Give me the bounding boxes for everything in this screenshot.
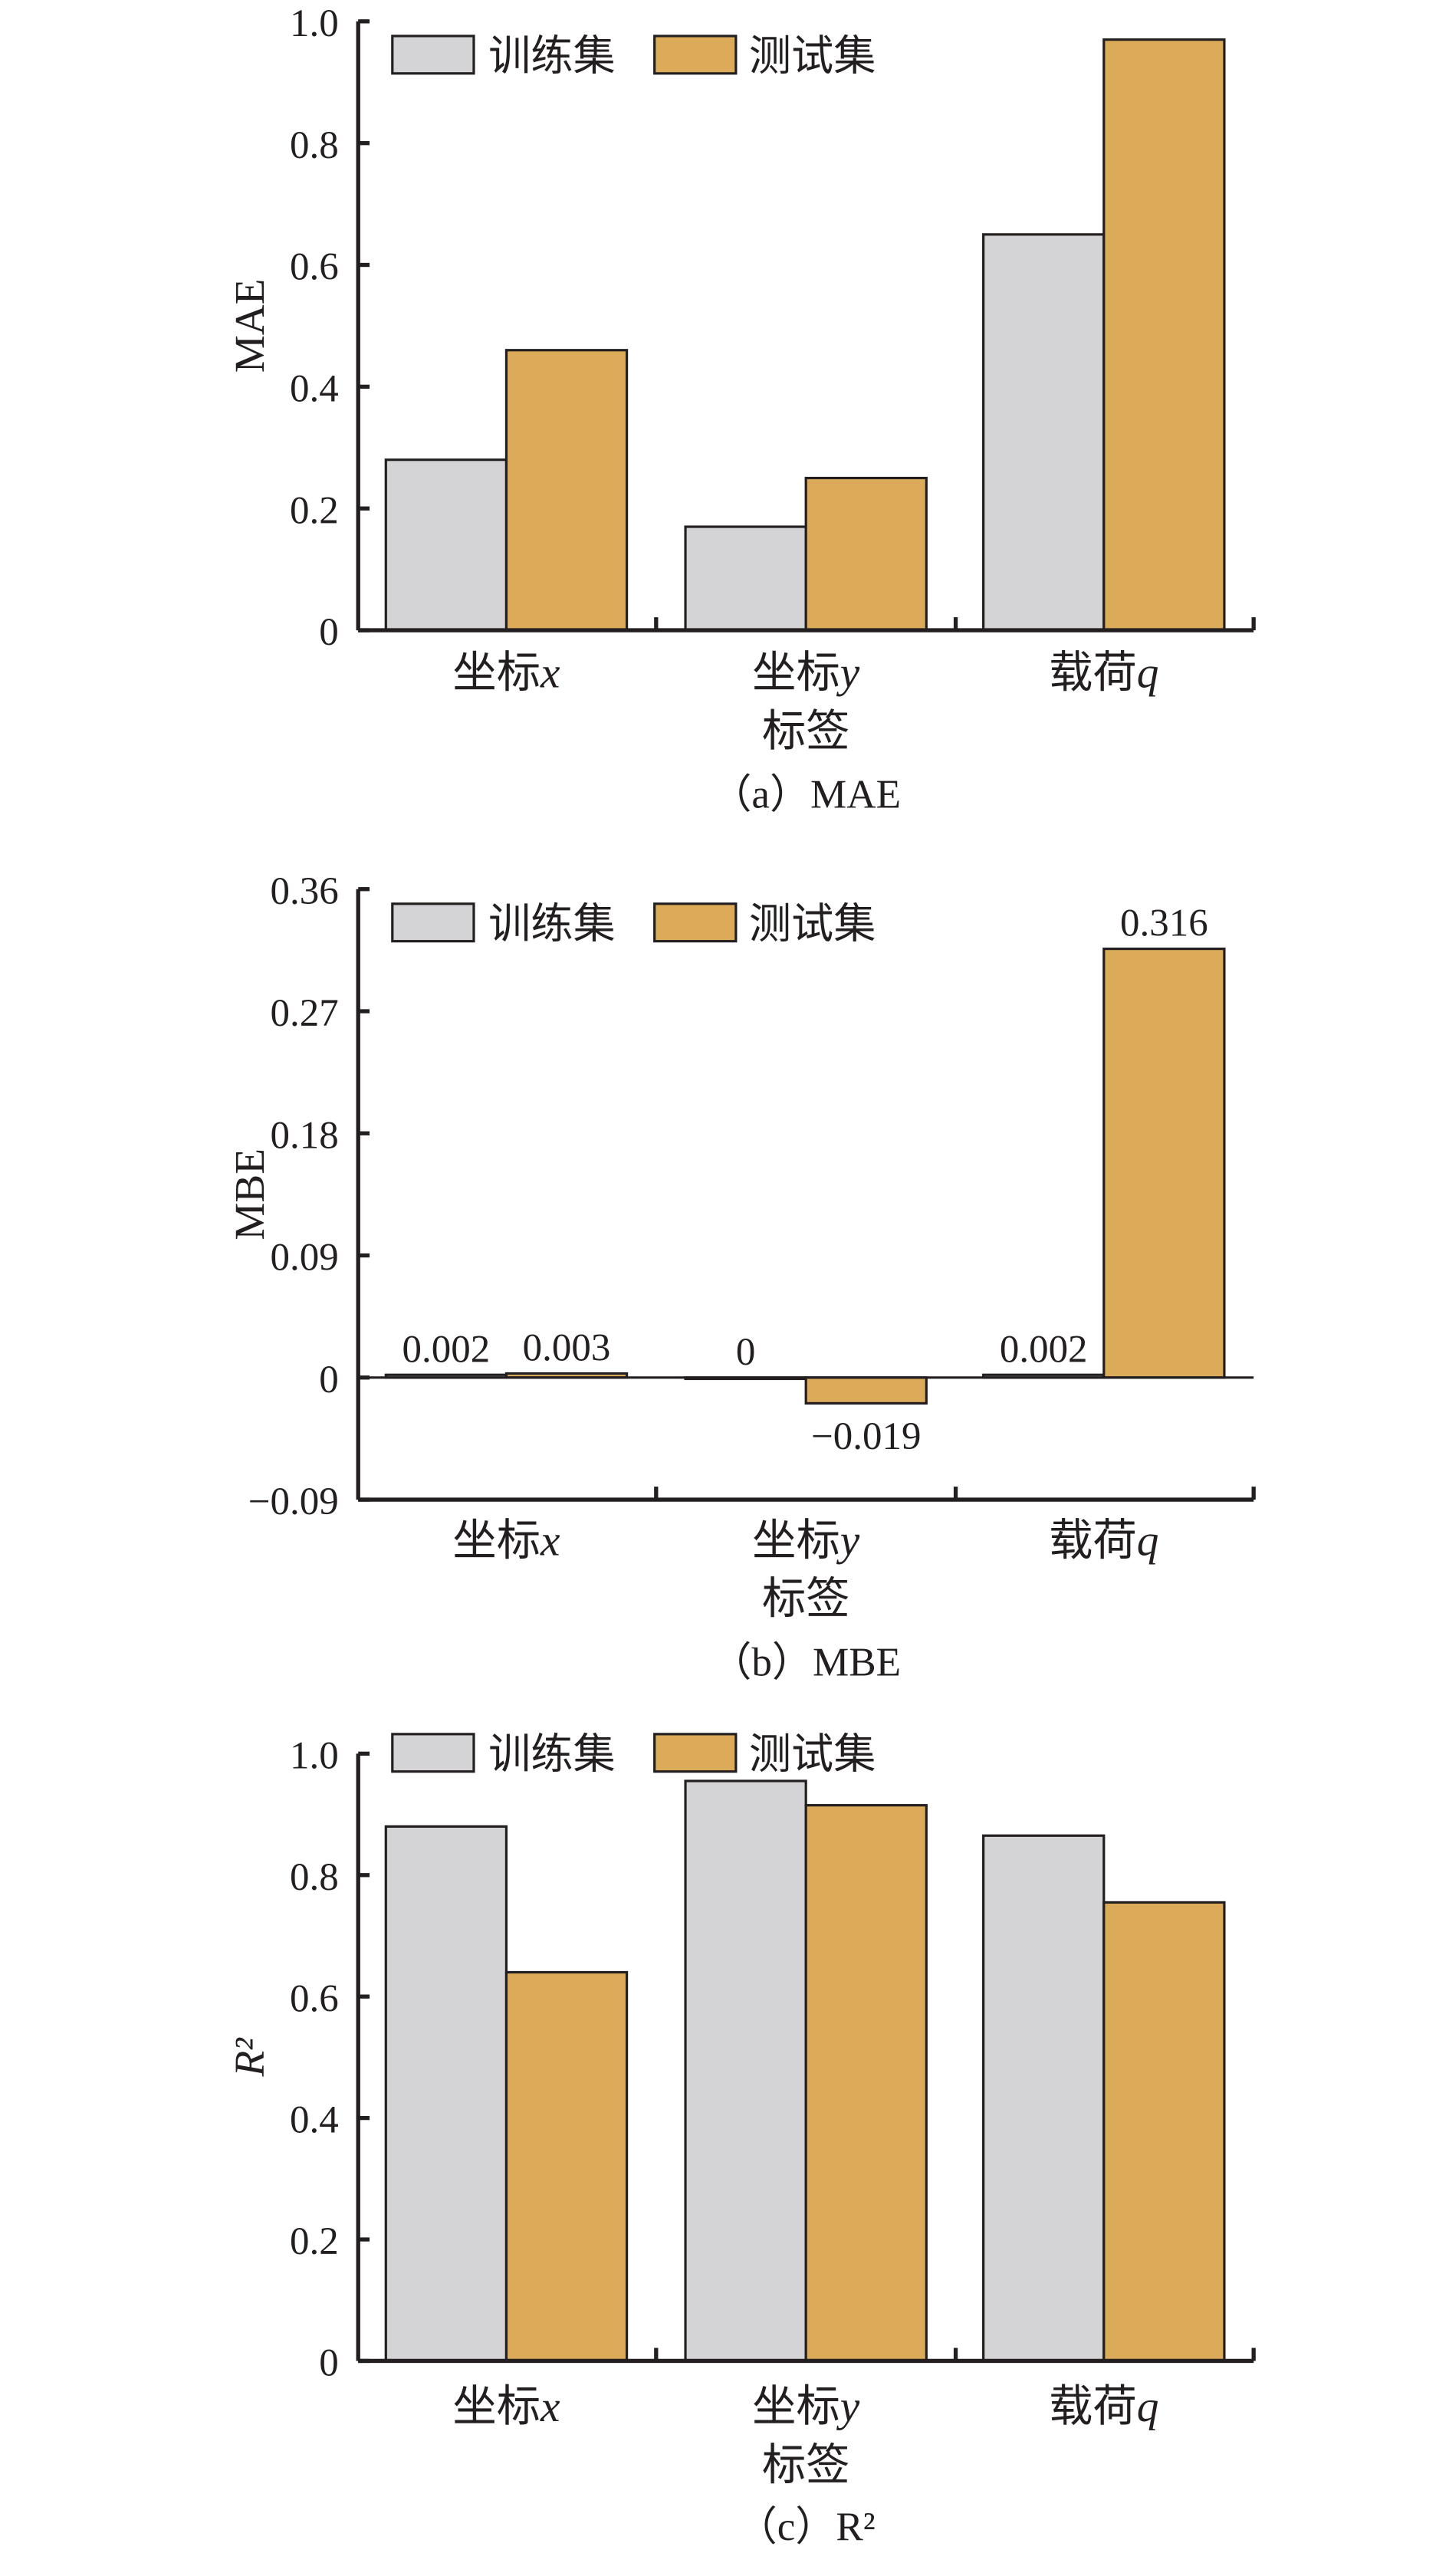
bar-train-x <box>384 1825 508 2363</box>
x-category-label: 坐标x <box>452 2383 560 2431</box>
x-category-label: 坐标x <box>452 649 560 697</box>
legend-swatch-train <box>391 902 475 943</box>
x-category-label: 坐标y <box>752 649 860 697</box>
x-category-label: 坐标y <box>752 2383 860 2431</box>
subfigure-caption: （c）R² <box>737 2505 876 2549</box>
y-tick-label: −0.09 <box>248 1480 339 1523</box>
subfigure-caption: （a）MAE <box>711 773 901 817</box>
data-label: 0.003 <box>523 1327 611 1370</box>
y-tick-label: 0.4 <box>290 367 339 410</box>
data-label: −0.019 <box>811 1415 921 1458</box>
category-prefix: 载荷 <box>1049 2383 1137 2431</box>
category-variable: y <box>836 1516 860 1565</box>
bar-test-x <box>504 349 629 632</box>
x-category-label: 坐标y <box>752 1516 860 1565</box>
bar-test-y <box>804 476 928 632</box>
chart-panel-0: 00.20.40.60.81.0MAE坐标x 坐标y 载荷q标签（a）MAE训练集测… <box>226 2 1256 817</box>
category-prefix: 坐标 <box>752 1516 840 1565</box>
legend-swatch-test <box>653 1733 738 1773</box>
category-variable: y <box>836 649 860 697</box>
bar-test-q <box>1102 38 1226 632</box>
legend: 训练集 测试集 <box>391 900 876 947</box>
data-label: 0.002 <box>1000 1328 1088 1371</box>
legend-label-train: 训练集 <box>488 33 616 80</box>
category-prefix: 载荷 <box>1049 649 1137 697</box>
category-prefix: 坐标 <box>752 649 840 697</box>
y-tick-label: 0.2 <box>290 489 339 532</box>
x-category-label: 载荷q <box>1049 1516 1158 1565</box>
y-axis-label: MAE <box>226 279 273 373</box>
category-variable: q <box>1137 2383 1159 2431</box>
bar-train-q <box>982 1834 1106 2363</box>
y-tick-label: 0.8 <box>290 124 339 167</box>
category-variable: x <box>540 2383 560 2431</box>
bar-train-x <box>384 458 508 632</box>
chart-panel-1: 0.002 0 0.002 0.003 −0.019 0.316 −0.09 0 0.09 0.1… <box>226 870 1256 1684</box>
y-tick-label: 1.0 <box>290 1734 339 1777</box>
bar-train-y <box>684 1779 807 2363</box>
legend-label-train: 训练集 <box>488 900 616 947</box>
y-tick-label: 0.36 <box>271 870 339 913</box>
x-category-label: 载荷q <box>1049 2383 1158 2431</box>
data-label: 0.316 <box>1120 902 1208 945</box>
bar-train-y <box>684 525 807 632</box>
legend: 训练集 测试集 <box>391 1730 876 1777</box>
bar-test-x <box>504 1970 629 2363</box>
category-variable: y <box>836 2383 860 2431</box>
subfigure-caption: （b）MBE <box>711 1640 901 1684</box>
category-variable: x <box>540 1516 560 1565</box>
legend: 训练集 测试集 <box>391 33 876 80</box>
x-axis-label: 标签 <box>762 2441 850 2489</box>
legend-swatch-test <box>653 34 738 75</box>
y-tick-label: 0.27 <box>271 992 339 1035</box>
y-tick-label: 0 <box>319 2342 338 2385</box>
category-prefix: 坐标 <box>452 649 540 697</box>
category-prefix: 载荷 <box>1049 1516 1137 1565</box>
bar-test-q <box>1102 1901 1226 2363</box>
legend-swatch-test <box>653 902 738 943</box>
bar-train-q <box>982 233 1106 632</box>
legend-label-test: 测试集 <box>749 33 876 80</box>
y-tick-label: 0.8 <box>290 1856 339 1899</box>
y-tick-label: 0.09 <box>271 1237 339 1280</box>
category-prefix: 坐标 <box>452 1516 540 1565</box>
legend-swatch-train <box>391 34 475 75</box>
x-category-label: 坐标x <box>452 1516 560 1565</box>
category-variable: q <box>1137 649 1159 697</box>
y-tick-label: 0.6 <box>290 246 339 289</box>
data-label: 0.002 <box>402 1328 491 1371</box>
y-tick-label: 0 <box>319 611 338 654</box>
bar-test-y <box>804 1804 928 2363</box>
x-axis-label: 标签 <box>762 1576 850 1624</box>
y-tick-label: 0.2 <box>290 2220 339 2263</box>
y-tick-label: 0.4 <box>290 2099 339 2142</box>
y-tick-label: 1.0 <box>290 2 339 45</box>
category-prefix: 坐标 <box>752 2383 840 2431</box>
y-tick-label: 0 <box>319 1359 338 1401</box>
legend-label-train: 训练集 <box>488 1730 616 1777</box>
bar-test-q <box>1102 947 1226 1379</box>
y-tick-label: 0.18 <box>271 1114 339 1157</box>
x-axis-label: 标签 <box>762 708 850 756</box>
x-category-label: 载荷q <box>1049 649 1158 697</box>
legend-swatch-train <box>391 1733 475 1773</box>
y-tick-label: 0.6 <box>290 1977 339 2020</box>
legend-label-test: 测试集 <box>749 900 876 947</box>
y-axis-label: R² <box>226 2037 273 2078</box>
bar-test-y <box>804 1376 928 1405</box>
data-label: 0 <box>736 1331 755 1374</box>
category-variable: q <box>1137 1516 1159 1565</box>
category-variable: x <box>540 649 560 697</box>
legend-label-test: 测试集 <box>749 1730 876 1777</box>
category-prefix: 坐标 <box>452 2383 540 2431</box>
y-axis-label: MBE <box>226 1148 273 1240</box>
